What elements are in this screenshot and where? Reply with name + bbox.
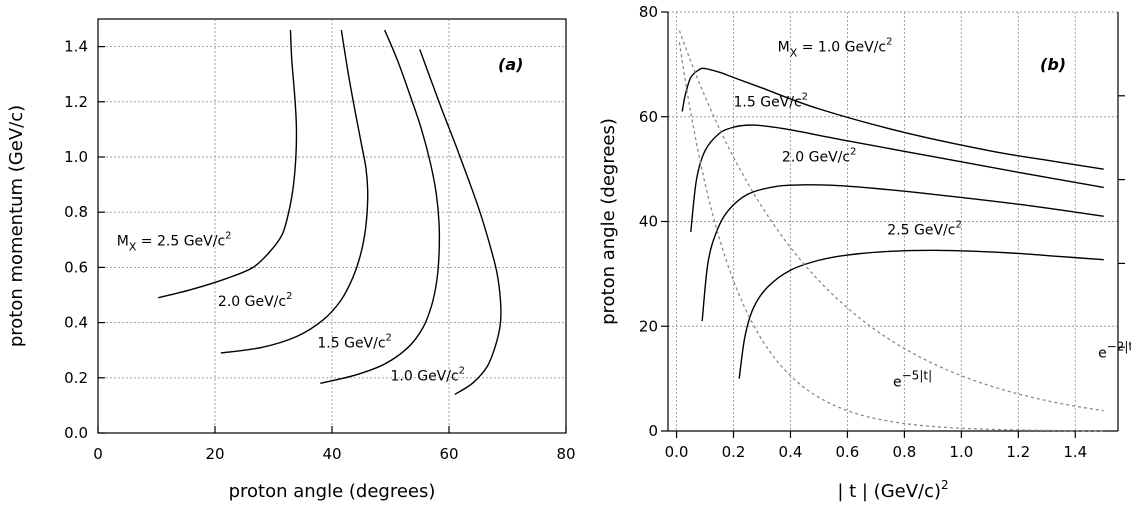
panel-b-series-0-line bbox=[681, 67, 1104, 170]
panel-a-xtick-label-2: 40 bbox=[322, 445, 341, 463]
panel-b-curve-label-2-text: 2.0 GeV/c bbox=[782, 149, 850, 165]
panel-a-frame bbox=[97, 18, 567, 434]
panel-b-curve-label-0: MX = 1.0 GeV/c2 bbox=[778, 36, 893, 59]
panel-a-curve-label-0-sub: X bbox=[129, 240, 137, 253]
panel-b-ytick-label-0: 0 bbox=[648, 422, 658, 440]
panel-b-curve-label-1-sup: 2 bbox=[802, 91, 808, 102]
panel-a-curve-label-3: 1.0 GeV/c2 bbox=[391, 366, 466, 385]
panel-b-curve-label-0-sup: 2 bbox=[886, 36, 892, 47]
panel-b-curve-label-4-text: e bbox=[893, 374, 902, 390]
panel-b-y-axis-title: proton angle (degrees) bbox=[598, 118, 619, 325]
panel-a-curve-label-0: MX = 2.5 GeV/c2 bbox=[117, 230, 232, 253]
panel-a-tag: (a) bbox=[498, 55, 523, 74]
panel-a-curve-label-2-sup: 2 bbox=[386, 332, 392, 343]
panel-b-xtick-label-4: 0.8 bbox=[892, 443, 916, 461]
panel-b-curve-label-5: e−2|t| bbox=[1098, 340, 1131, 362]
panel-a-series-0-line bbox=[158, 30, 298, 299]
panel-b-x-axis-title-sup: 2 bbox=[941, 478, 949, 492]
panel-b-curve-label-4-sup: −5|t| bbox=[902, 368, 932, 382]
panel-a-y-axis-title: proton momentum (GeV/c) bbox=[6, 105, 27, 347]
panel-b-series-5-line bbox=[678, 30, 1104, 412]
panel-a-ytick-label-4: 0.8 bbox=[64, 203, 88, 221]
panel-a-curve-label-0-rest: = 2.5 GeV/c bbox=[136, 233, 225, 249]
panel-a-curve-label-3-sup: 2 bbox=[459, 366, 465, 377]
panel-b-curve-label-3-sup: 2 bbox=[955, 220, 961, 231]
panel-a-ytick-label-6: 1.2 bbox=[64, 93, 88, 111]
panel-b-curve-label-4: e−5|t| bbox=[893, 368, 932, 390]
panel-b-curve-label-0-rest: = 1.0 GeV/c bbox=[797, 39, 886, 55]
panel-a-curve-label-2: 1.5 GeV/c2 bbox=[317, 332, 392, 351]
panel-a-x-axis-title: proton angle (degrees) bbox=[229, 481, 436, 502]
panel-b-curve-label-2-sup: 2 bbox=[850, 146, 856, 157]
panel-b-curve-label-0-text: M bbox=[778, 39, 790, 55]
panel-a-xtick-label-3: 60 bbox=[439, 445, 458, 463]
panel-b-xtick-label-3: 0.6 bbox=[836, 443, 860, 461]
panel-a-curve-label-1: 2.0 GeV/c2 bbox=[218, 291, 293, 310]
panel-a-ytick-label-3: 0.6 bbox=[64, 258, 88, 276]
panel-b-xtick-label-1: 0.2 bbox=[722, 443, 746, 461]
panel-a-ytick-label-5: 1.0 bbox=[64, 148, 88, 166]
panel-b-curve-label-2: 2.0 GeV/c2 bbox=[782, 146, 857, 165]
panel-b-ytick-label-2: 40 bbox=[639, 213, 658, 231]
panel-b-ytick-label-4: 80 bbox=[639, 3, 658, 21]
panel-a-series-1-line bbox=[220, 29, 369, 354]
panel-b-curve-label-3: 2.5 GeV/c2 bbox=[887, 220, 962, 239]
panel-b-curve-label-5-text: e bbox=[1098, 346, 1107, 362]
panel-a-curve-label-0-sup: 2 bbox=[225, 230, 231, 241]
panel-b-curve-label-1: 1.5 GeV/c2 bbox=[734, 91, 809, 110]
panel-a-xtick-label-0: 0 bbox=[93, 445, 103, 463]
panel-b-series-3-line bbox=[738, 249, 1104, 379]
panel-a: 0 20 40 60 80 0.0 0.2 0.4 0.6 0.8 1.0 1.2 1.4 proton … bbox=[6, 18, 576, 502]
panel-b: 0.0 0.2 0.4 0.6 0.8 1.0 1.2 1.4 0 20 40 60 80 | t | (… bbox=[598, 3, 1131, 502]
panel-b-curve-label-1-text: 1.5 GeV/c bbox=[734, 94, 802, 110]
panel-b-curve-label-0-sub: X bbox=[790, 46, 798, 59]
panel-a-curve-label-1-sup: 2 bbox=[286, 291, 292, 302]
panel-a-ytick-label-0: 0.0 bbox=[64, 424, 88, 442]
panel-a-xtick-label-1: 20 bbox=[205, 445, 224, 463]
panel-a-ytick-label-2: 0.4 bbox=[64, 314, 88, 332]
panel-a-ytick-label-1: 0.2 bbox=[64, 369, 88, 387]
panel-b-ytick-label-3: 60 bbox=[639, 108, 658, 126]
panel-a-curve-label-0-text: M bbox=[117, 233, 129, 249]
panel-b-xtick-label-2: 0.4 bbox=[779, 443, 803, 461]
panel-b-xtick-label-5: 1.0 bbox=[949, 443, 973, 461]
panel-b-ytick-label-1: 20 bbox=[639, 317, 658, 335]
panel-b-xtick-label-0: 0.0 bbox=[665, 443, 689, 461]
panel-b-curve-label-5-sup: −2|t| bbox=[1107, 340, 1131, 354]
panel-b-series-1-line bbox=[690, 124, 1104, 233]
panel-a-series-3-line bbox=[419, 49, 502, 395]
panel-b-xtick-label-7: 1.4 bbox=[1063, 443, 1087, 461]
panel-b-tag: (b) bbox=[1040, 55, 1066, 74]
panel-a-curve-label-2-text: 1.5 GeV/c bbox=[317, 335, 385, 351]
panel-a-ytick-label-7: 1.4 bbox=[64, 38, 88, 56]
panel-a-xtick-label-4: 80 bbox=[556, 445, 575, 463]
panel-b-curve-label-3-text: 2.5 GeV/c bbox=[887, 223, 955, 239]
panel-b-x-axis-title: | t | (GeV/c)2 bbox=[837, 478, 948, 502]
panel-a-series-2-line bbox=[320, 29, 441, 385]
panel-a-curve-label-3-text: 1.0 GeV/c bbox=[391, 369, 459, 385]
panel-b-series-2-line bbox=[701, 184, 1104, 322]
panel-b-series-4-line bbox=[678, 42, 1104, 432]
panel-a-curve-label-1-text: 2.0 GeV/c bbox=[218, 294, 286, 310]
panel-b-xtick-label-6: 1.2 bbox=[1006, 443, 1030, 461]
